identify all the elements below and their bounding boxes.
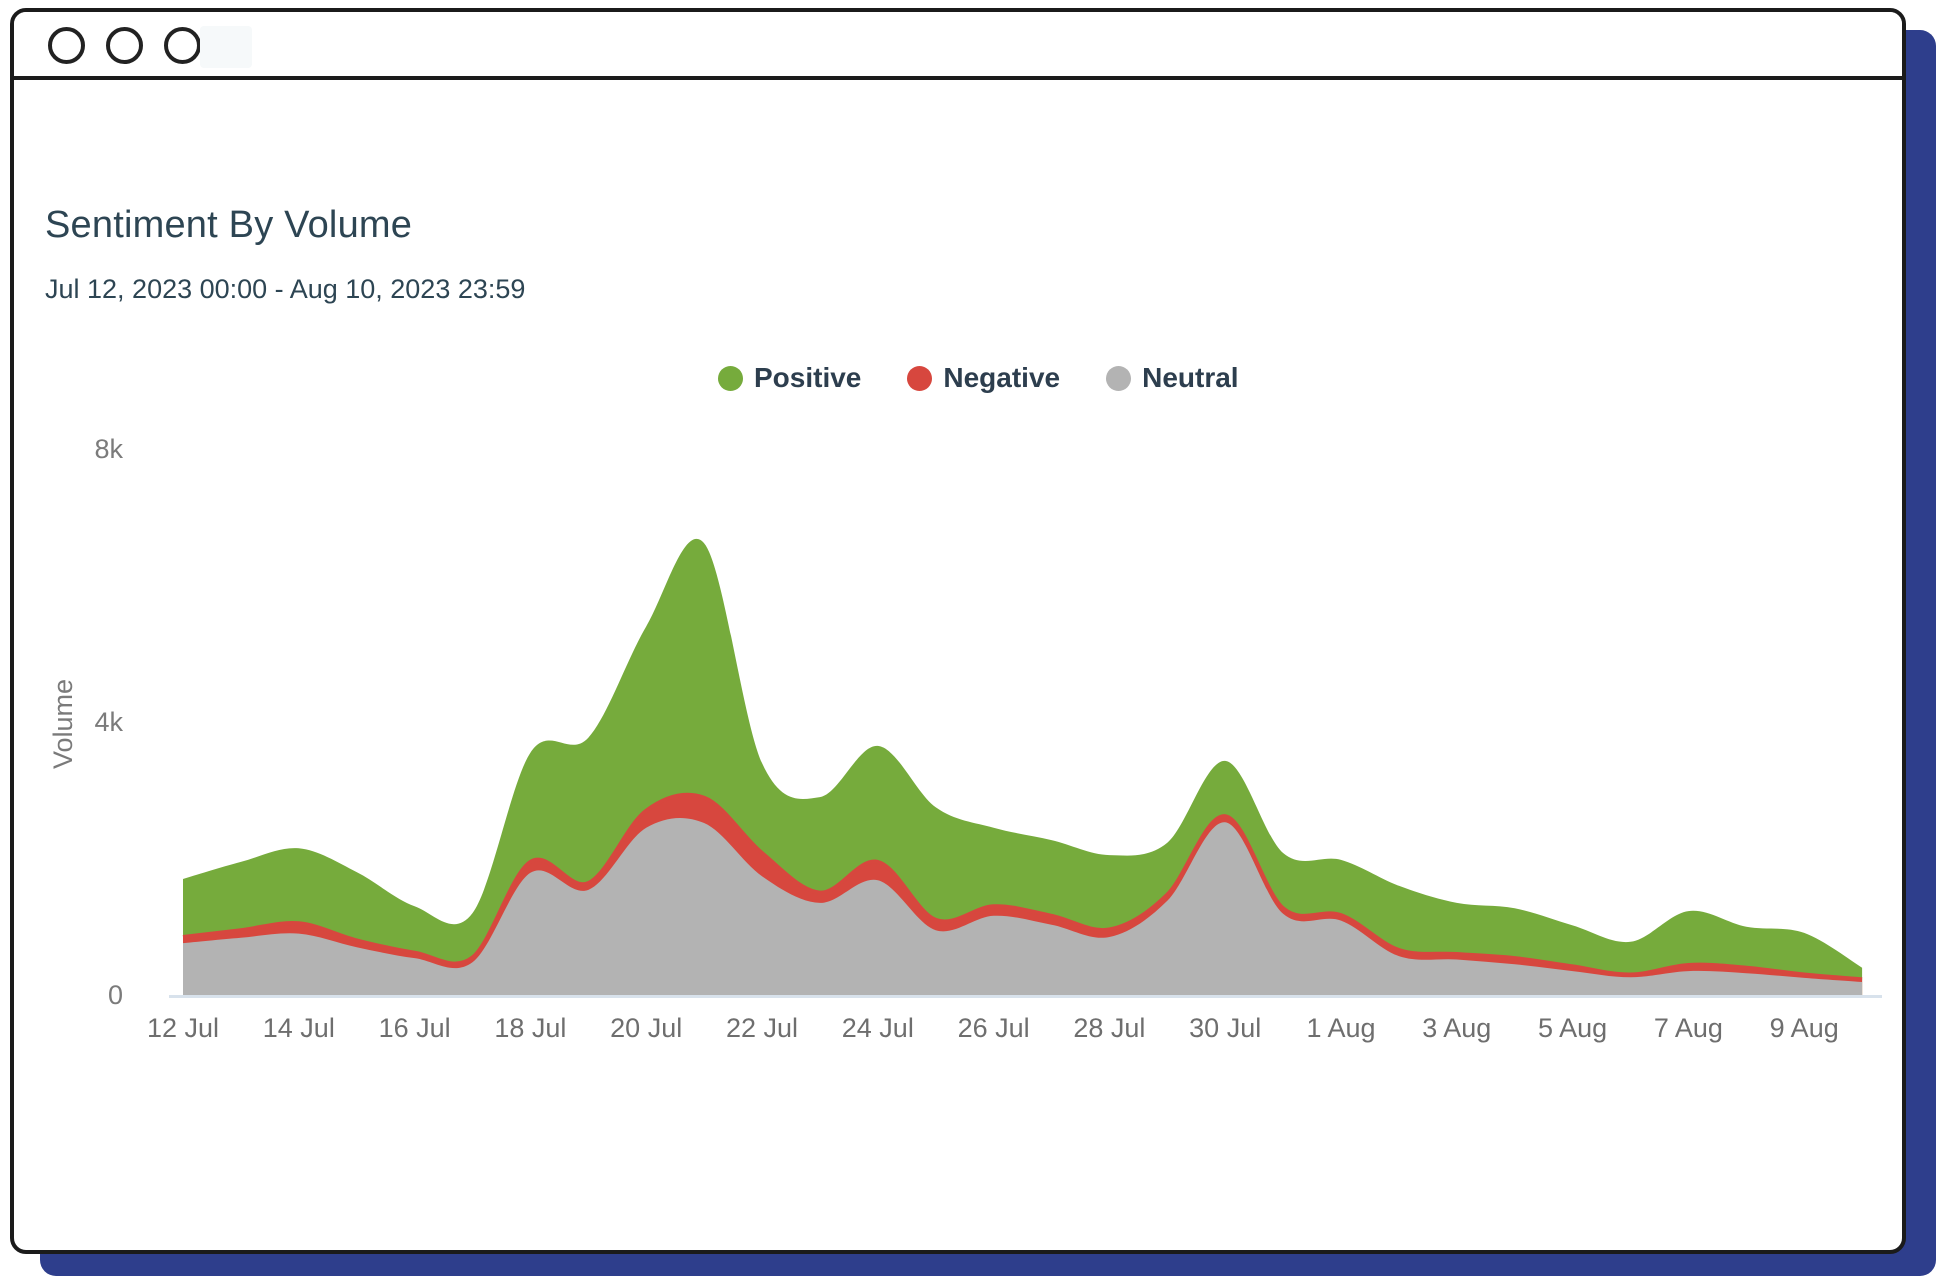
x-tick-label: 3 Aug — [1422, 1013, 1491, 1043]
window-title-bar — [14, 12, 1902, 80]
area-neutral — [183, 817, 1863, 995]
x-tick-label: 12 Jul — [147, 1013, 219, 1043]
legend-item-negative[interactable]: Negative — [907, 362, 1060, 394]
x-tick-label: 20 Jul — [610, 1013, 682, 1043]
tab-ghost — [200, 26, 252, 68]
x-tick-label: 9 Aug — [1770, 1013, 1839, 1043]
x-tick-label: 30 Jul — [1189, 1013, 1261, 1043]
browser-window: Sentiment By Volume Jul 12, 2023 00:00 -… — [10, 8, 1906, 1254]
legend-label-negative: Negative — [943, 362, 1061, 393]
x-tick-label: 5 Aug — [1538, 1013, 1607, 1043]
negative-dot-icon — [907, 365, 933, 391]
x-tick-label: 22 Jul — [726, 1013, 798, 1043]
y-tick-label: 0 — [108, 980, 123, 1010]
positive-dot-icon — [718, 365, 743, 391]
y-tick-label: 8k — [94, 434, 123, 464]
window-maximize-button[interactable] — [164, 27, 201, 64]
y-tick-label: 4k — [94, 707, 123, 737]
window-minimize-button[interactable] — [106, 27, 143, 64]
chart-legend: Positive Negative Neutral — [718, 362, 1239, 394]
negative-boundary-line — [182, 792, 1863, 982]
legend-item-neutral[interactable]: Neutral — [1106, 362, 1239, 394]
page-title: Sentiment By Volume — [45, 204, 413, 246]
legend-label-positive: Positive — [754, 362, 862, 393]
legend-label-neutral: Neutral — [1142, 362, 1239, 393]
x-tick-label: 18 Jul — [494, 1013, 566, 1043]
window-close-button[interactable] — [48, 27, 85, 64]
x-tick-label: 16 Jul — [379, 1013, 451, 1043]
legend-item-positive[interactable]: Positive — [718, 362, 861, 394]
x-tick-label: 1 Aug — [1306, 1013, 1375, 1043]
x-tick-label: 14 Jul — [263, 1013, 335, 1043]
x-tick-label: 26 Jul — [958, 1013, 1030, 1043]
sentiment-area-chart: 0 4k 8k 12 Jul 14 Jul 16 Jul 18 Jul 20 Jul 22 Ju… — [48, 434, 1882, 1043]
neutral-dot-icon — [1106, 365, 1132, 391]
x-tick-label: 7 Aug — [1654, 1013, 1723, 1043]
date-range-subtitle: Jul 12, 2023 00:00 - Aug 10, 2023 23:59 — [45, 274, 526, 304]
x-tick-label: 24 Jul — [842, 1013, 914, 1043]
x-tick-label: 28 Jul — [1073, 1013, 1145, 1043]
y-axis-title: Volume — [48, 679, 78, 769]
